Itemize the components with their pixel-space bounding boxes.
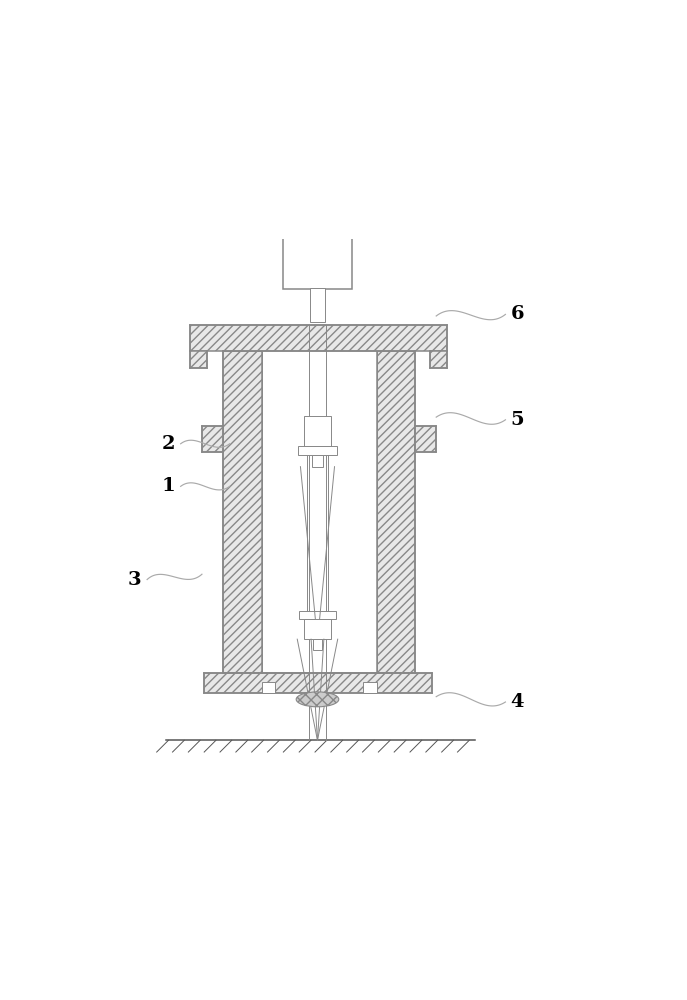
Bar (415, 426, 436, 452)
Bar (376, 351, 415, 673)
Bar (190, 351, 207, 368)
Text: 1: 1 (161, 477, 175, 495)
Text: 2: 2 (161, 435, 175, 453)
Bar (204, 673, 432, 693)
Bar (262, 682, 275, 693)
Bar (313, 639, 322, 650)
Bar (298, 446, 337, 455)
Bar (363, 682, 376, 693)
Bar (312, 455, 323, 467)
Ellipse shape (296, 692, 339, 707)
Text: 4: 4 (510, 693, 524, 711)
Text: 5: 5 (510, 411, 524, 429)
Bar (430, 351, 447, 368)
Text: 6: 6 (510, 305, 524, 323)
Bar (202, 426, 223, 452)
Bar (304, 619, 331, 639)
Bar (304, 416, 331, 446)
Bar (299, 611, 336, 619)
Bar (284, 237, 352, 289)
Bar (223, 351, 262, 673)
Bar (310, 288, 325, 322)
Text: 3: 3 (128, 571, 142, 589)
Bar (190, 325, 447, 351)
